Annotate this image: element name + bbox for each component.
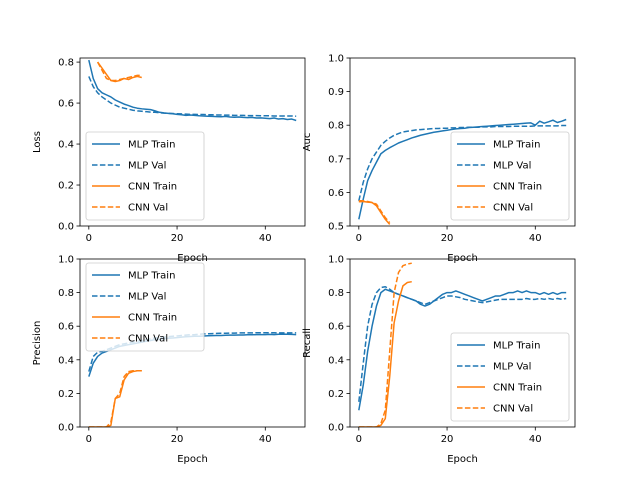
legend-label: CNN Train: [128, 313, 177, 324]
legend: MLP Train MLP Val CNN Train CNN Val: [450, 131, 570, 221]
legend-label: CNN Val: [128, 334, 168, 345]
y-axis-label: Auc: [302, 133, 313, 152]
y-tick-label: 0.6: [328, 322, 344, 333]
legend: MLP Train MLP Val CNN Train CNN Val: [450, 332, 570, 422]
y-tick-label: 0.2: [328, 389, 344, 400]
y-tick-label: 0.9: [328, 87, 344, 98]
subplot-recall: 0 20 40 0.0 0.2 0.4 0.6 0.8 1.0 Epoch Recall MLP Tr…: [302, 255, 576, 465]
legend-label: CNN Val: [493, 404, 533, 415]
x-axis-label: Epoch: [177, 253, 208, 264]
x-axis-label: Epoch: [447, 454, 478, 465]
legend-label: CNN Train: [493, 182, 542, 193]
legend-label: CNN Val: [128, 203, 168, 214]
legend-box: [85, 262, 205, 352]
legend-box: [450, 131, 570, 221]
y-tick-label: 1.0: [58, 255, 74, 266]
x-axis-label: Epoch: [177, 454, 208, 465]
series-line-mlp-train: [358, 118, 567, 220]
series-line-mlp-train: [358, 288, 567, 411]
series-line-cnn-val: [88, 369, 142, 427]
y-tick-label: 0.2: [58, 181, 74, 192]
y-tick-label: 1.0: [328, 255, 344, 266]
subplot-auc: 0 20 40 0.5 0.6 0.7 0.8 0.9 1.0 Epoch Auc MLP Train…: [302, 54, 576, 264]
legend-label: MLP Train: [493, 140, 540, 151]
y-tick-label: 0.6: [328, 188, 344, 199]
legend-label: MLP Train: [128, 271, 175, 282]
legend-box: [85, 131, 205, 221]
legend-label: CNN Train: [128, 182, 177, 193]
legend-label: CNN Train: [493, 383, 542, 394]
series-line-mlp-val: [358, 285, 567, 402]
y-tick-label: 0.4: [58, 140, 74, 151]
series-line-mlp-val: [88, 76, 297, 117]
y-tick-label: 0.6: [58, 322, 74, 333]
legend-label: MLP Val: [493, 161, 531, 172]
x-tick-label: 0: [86, 434, 92, 445]
legend: MLP Train MLP Val CNN Train CNN Val: [85, 262, 205, 352]
axes-frame: [79, 57, 306, 227]
y-tick-label: 0.8: [328, 288, 344, 299]
x-tick-label: 20: [441, 434, 454, 445]
x-tick-label: 0: [356, 233, 362, 244]
plot-area: [358, 118, 567, 225]
series-line-cnn-val: [358, 200, 391, 224]
series-line-mlp-val: [358, 124, 567, 201]
series-line-cnn-train: [358, 280, 412, 427]
x-tick-label: 20: [171, 434, 184, 445]
series-line-cnn-train: [97, 61, 142, 83]
x-tick-label: 40: [529, 233, 542, 244]
legend-label: MLP Val: [493, 362, 531, 373]
y-tick-label: 0.0: [328, 423, 344, 434]
y-tick-label: 0.8: [58, 288, 74, 299]
x-tick-label: 40: [259, 233, 272, 244]
y-tick-label: 1.0: [328, 54, 344, 65]
y-tick-label: 0.6: [58, 99, 74, 110]
y-axis-label: Recall: [302, 328, 313, 358]
series-line-mlp-train: [88, 59, 297, 122]
y-tick-label: 0.8: [328, 121, 344, 132]
axes-frame: [79, 258, 306, 428]
legend-label: MLP Val: [128, 292, 166, 303]
legend: MLP Train MLP Val CNN Train CNN Val: [85, 131, 205, 221]
axes-frame: [349, 258, 576, 428]
x-tick-label: 20: [171, 233, 184, 244]
x-tick-label: 40: [259, 434, 272, 445]
x-tick-label: 20: [441, 233, 454, 244]
y-axis-label: Precision: [32, 321, 43, 366]
y-tick-label: 0.4: [328, 355, 344, 366]
y-tick-label: 0.8: [58, 58, 74, 69]
y-tick-label: 0.7: [328, 154, 344, 165]
x-tick-label: 0: [86, 233, 92, 244]
y-tick-label: 0.4: [58, 355, 74, 366]
axes-frame: [349, 57, 576, 227]
legend-label: CNN Val: [493, 203, 533, 214]
legend-label: MLP Val: [128, 161, 166, 172]
y-tick-label: 0.5: [328, 222, 344, 233]
legend-box: [450, 332, 570, 422]
plot-area: [358, 262, 567, 427]
x-tick-label: 40: [529, 434, 542, 445]
y-tick-label: 0.2: [58, 389, 74, 400]
plot-area: [88, 59, 297, 122]
y-axis-label: Loss: [32, 131, 43, 153]
legend-label: MLP Train: [493, 341, 540, 352]
y-tick-label: 0.0: [58, 423, 74, 434]
legend-label: MLP Train: [128, 140, 175, 151]
x-axis-label: Epoch: [447, 253, 478, 264]
x-tick-label: 0: [356, 434, 362, 445]
series-line-cnn-val: [358, 262, 412, 427]
y-tick-label: 0.0: [58, 222, 74, 233]
series-line-cnn-val: [96, 61, 142, 82]
subplot-precision: 0 20 40 0.0 0.2 0.4 0.6 0.8 1.0 Epoch Precision MLP…: [32, 255, 306, 465]
